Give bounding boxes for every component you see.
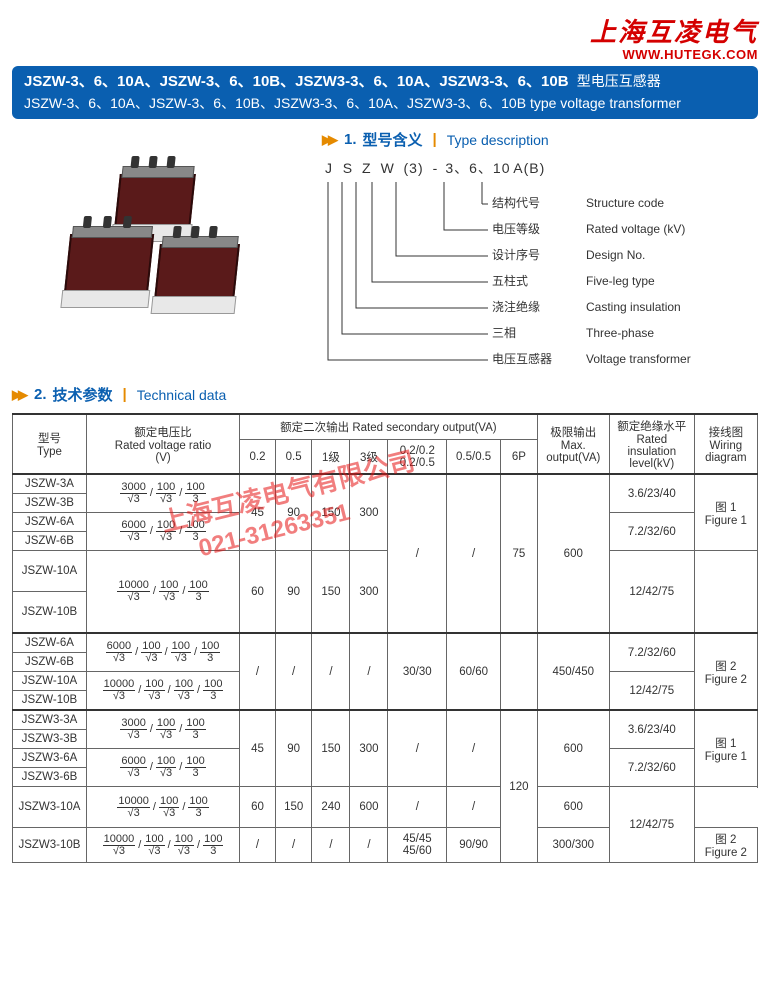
section-1-cn: 型号含义 bbox=[363, 129, 423, 150]
arrow-icon: ▶▶ bbox=[322, 132, 334, 148]
cell-ratio: 3000√3/100√3/1003 bbox=[86, 474, 239, 513]
brand-header: 上海互凌电气 WWW.HUTEGK.COM bbox=[12, 12, 758, 62]
type-code-line: J S Z W (3) - 3、6、10 A(B) bbox=[322, 158, 758, 178]
section-1-num: 1. bbox=[344, 131, 357, 148]
section-2-en: Technical data bbox=[137, 387, 227, 403]
title-suffix-cn: 型电压互感器 bbox=[577, 73, 661, 89]
th-wiring: 接线图Wiringdiagram bbox=[694, 414, 757, 474]
section-2-num: 2. bbox=[34, 386, 47, 403]
th-ratio: 额定电压比Rated voltage ratio(V) bbox=[86, 414, 239, 474]
brand-url: WWW.HUTEGK.COM bbox=[12, 47, 758, 62]
cell-type: JSZW-3A bbox=[13, 474, 87, 494]
section-2-cn: 技术参数 bbox=[53, 384, 113, 405]
technical-data-table: 型号Type 额定电压比Rated voltage ratio(V) 额定二次输… bbox=[12, 413, 758, 863]
arrow-icon: ▶▶ bbox=[12, 387, 24, 403]
th-type: 型号Type bbox=[13, 414, 87, 474]
section-1-heading: ▶▶ 1. 型号含义 | Type description bbox=[322, 129, 758, 150]
title-models-cn: JSZW-3、6、10A、JSZW-3、6、10B、JSZW3-3、6、10A、… bbox=[24, 73, 569, 90]
product-image bbox=[12, 129, 302, 359]
th-max: 极限输出Max.output(VA) bbox=[537, 414, 609, 474]
th-secondary: 额定二次输出 Rated secondary output(VA) bbox=[240, 414, 538, 440]
title-bar: JSZW-3、6、10A、JSZW-3、6、10B、JSZW3-3、6、10A、… bbox=[12, 66, 758, 119]
type-breakdown-diagram: 结构代号Structure code 电压等级Rated voltage (kV… bbox=[322, 182, 758, 372]
brand-name-cn: 上海互凌电气 bbox=[590, 17, 758, 47]
th-insul: 额定绝缘水平Rated insulationlevel(kV) bbox=[609, 414, 694, 474]
section-1-en: Type description bbox=[447, 132, 549, 148]
section-2-heading: ▶▶ 2. 技术参数 | Technical data bbox=[12, 384, 758, 405]
title-en: JSZW-3、6、10A、JSZW-3、6、10B、JSZW3-3、6、10A、… bbox=[24, 93, 746, 113]
